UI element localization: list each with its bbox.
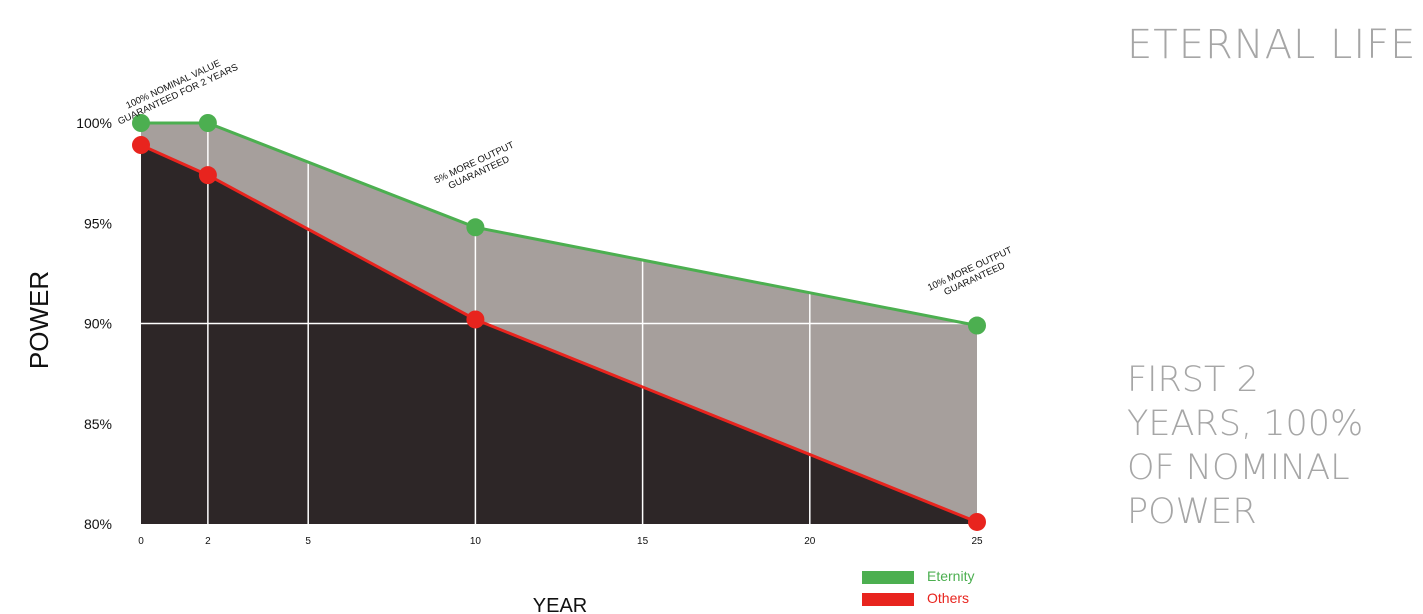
data-point-others-0 — [132, 136, 150, 155]
data-point-others-1 — [198, 166, 217, 185]
legend-swatch-eternity — [862, 571, 914, 584]
data-point-others-3 — [968, 512, 986, 531]
annotation-0-line-1: GUARANTEED FOR 2 YEARS — [116, 62, 240, 127]
y-tick-label-100: 100% — [76, 115, 112, 131]
y-tick-label-85: 85% — [84, 416, 112, 432]
data-point-eternity-1 — [198, 114, 217, 132]
x-tick-label-10: 10 — [470, 536, 482, 547]
data-point-eternity-2 — [466, 218, 485, 237]
guarantee-note: FIRST 2 YEARS, 100% OF NOMINAL POWER — [1127, 360, 1364, 532]
x-tick-label-5: 5 — [305, 536, 311, 547]
data-point-eternity-0 — [132, 114, 150, 132]
base-area — [141, 145, 977, 524]
page-title: ETERNAL LIFE — [1127, 22, 1417, 68]
x-tick-label-25: 25 — [971, 536, 983, 547]
legend-label-eternity: Eternity — [927, 568, 975, 584]
y-axis-title: POWER — [24, 271, 54, 369]
data-point-eternity-3 — [968, 316, 986, 335]
x-tick-label-2: 2 — [205, 536, 211, 547]
x-tick-label-15: 15 — [637, 536, 649, 547]
x-tick-label-0: 0 — [138, 536, 144, 547]
x-tick-label-20: 20 — [804, 536, 816, 547]
gap-area — [141, 123, 977, 522]
legend-swatch-others — [862, 593, 914, 606]
series-line-eternity — [141, 121, 978, 327]
data-point-others-2 — [466, 310, 485, 329]
y-tick-label-95: 95% — [84, 215, 112, 231]
y-tick-label-80: 80% — [84, 516, 112, 532]
legend-label-others: Others — [927, 590, 970, 606]
y-tick-label-90: 90% — [84, 316, 112, 332]
x-axis-title: YEAR — [533, 595, 587, 614]
series-line-others — [140, 143, 978, 524]
